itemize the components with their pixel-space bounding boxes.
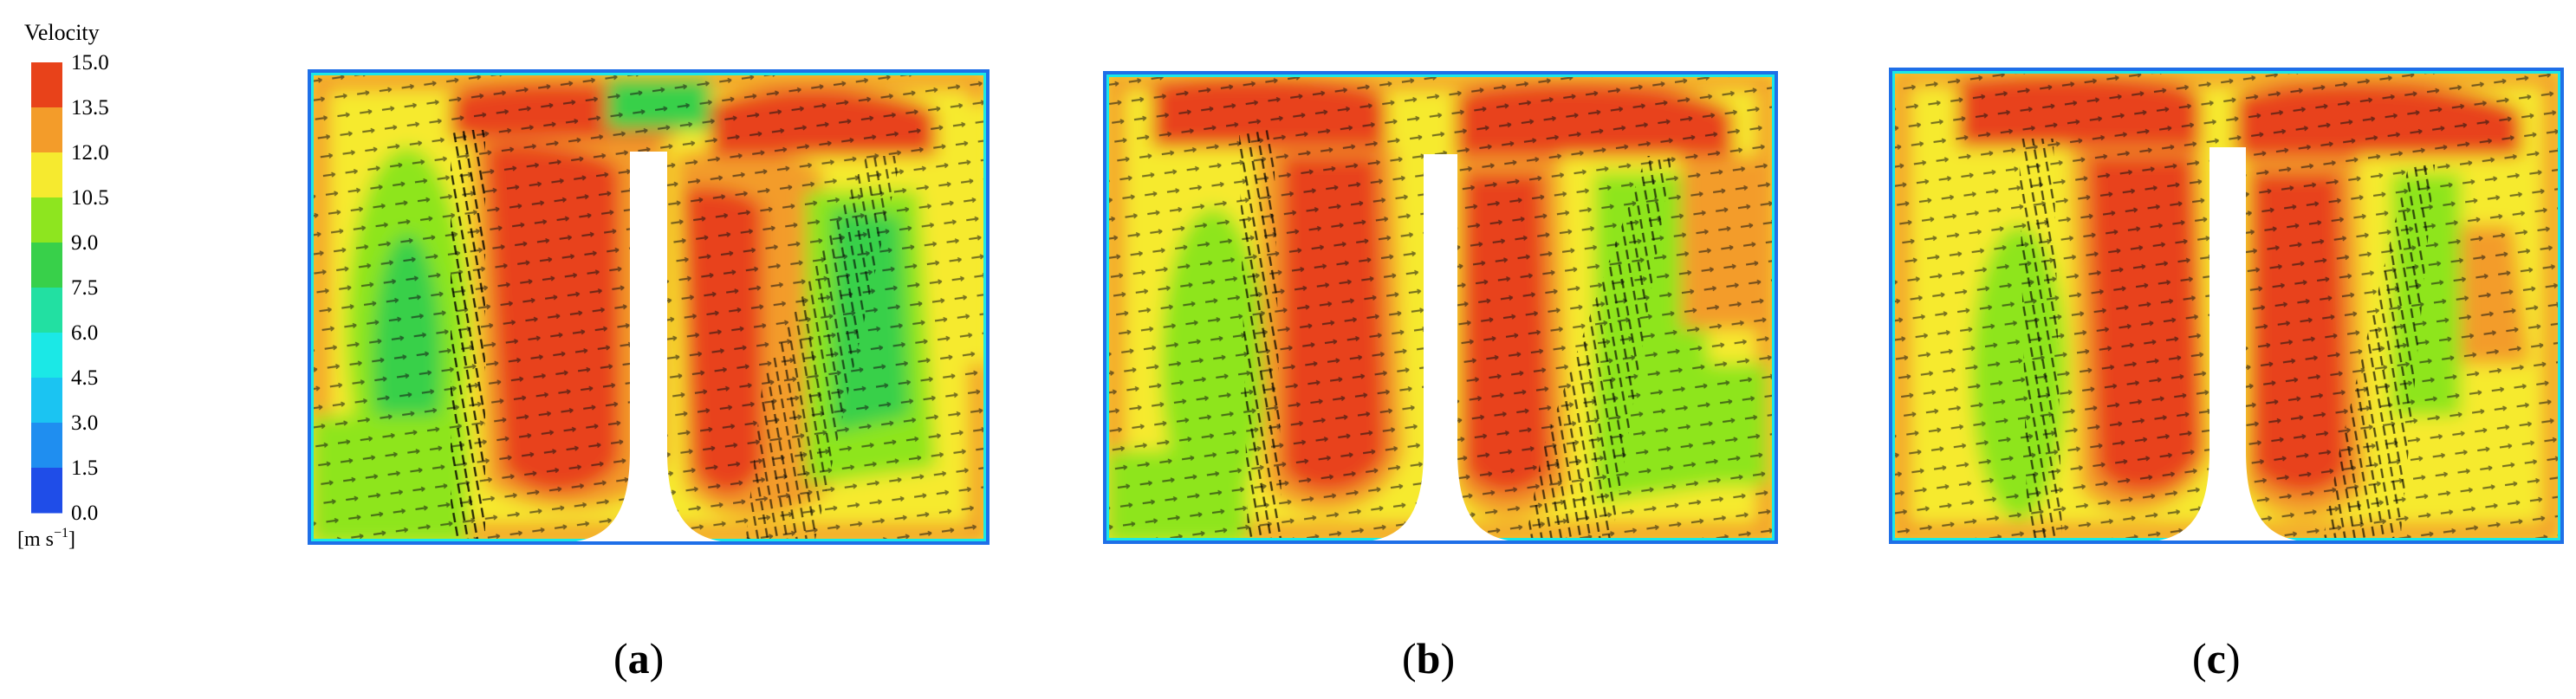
legend-color-band [31,468,62,514]
color-legend: Velocity 15.0 13.5 12.0 10.5 9.0 7.5 6.0 4.5 3.0… [17,20,109,551]
legend-color-band [31,243,62,288]
panel-b [1103,71,1778,544]
legend-color-band [31,423,62,469]
legend-tick-label: 1.5 [71,456,98,480]
legend-tick-label: 10.5 [71,186,109,210]
legend-color-band [31,152,62,198]
legend-color-band [31,62,62,108]
panel-a-caption: (a) [613,634,664,683]
legend-tick-label: 15.0 [71,51,109,74]
panel-a [308,69,990,545]
legend-color-band [31,288,62,333]
legend-color-band [31,333,62,379]
legend-unit: [m s−1] [17,526,75,551]
legend-tick-label: 7.5 [71,276,98,300]
panel-c [1889,68,2564,544]
legend-tick-label: 9.0 [71,231,98,255]
panel-c-caption: (c) [2192,634,2241,683]
legend-tick-label: 13.5 [71,96,109,120]
panel-c-contour [1891,69,2562,542]
legend-color-band [31,197,62,243]
legend-color-band [31,107,62,153]
legend-tick-label: 12.0 [71,141,109,165]
legend-tick-labels: 15.0 13.5 12.0 10.5 9.0 7.5 6.0 4.5 3.0 1.5 0.0 [71,51,109,525]
legend-tick-label: 4.5 [71,366,98,390]
panel-b-caption: (b) [1402,634,1455,683]
legend-title: Velocity [24,20,100,45]
legend-tick-label: 6.0 [71,321,98,345]
legend-color-bar [31,62,62,514]
legend-color-band [31,378,62,424]
legend-tick-label: 3.0 [71,411,98,435]
legend-tick-label: 0.0 [71,502,98,525]
panel-a-contour [309,71,988,543]
panel-b-contour [1105,73,1776,542]
